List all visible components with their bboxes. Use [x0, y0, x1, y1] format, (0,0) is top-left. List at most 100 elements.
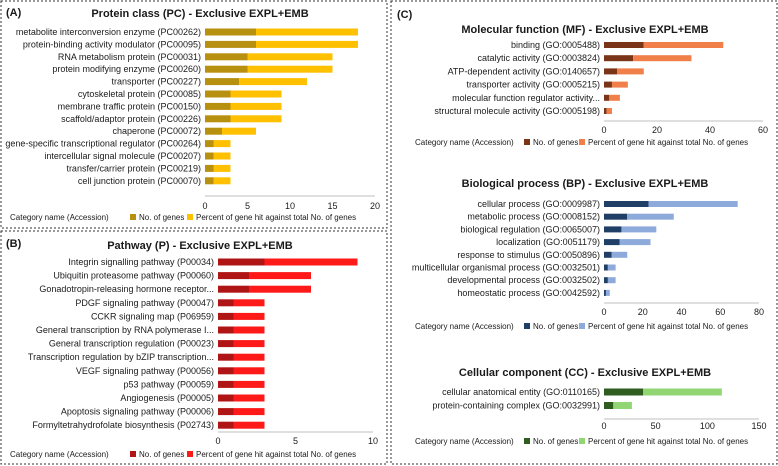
bp-bar-genes — [604, 277, 608, 284]
bp-category-label: multicellular organismal process (GO:003… — [412, 263, 600, 273]
mf-bar-percent — [609, 94, 620, 101]
mf-x-tick-label: 20 — [652, 125, 662, 135]
panel-c-frame — [390, 0, 778, 465]
cc-legend-label: Percent of gene hit against total No. of… — [588, 437, 748, 446]
cc-x-tick-label: 100 — [700, 421, 715, 431]
pc-bar-percent — [213, 152, 231, 160]
pathway-category-label: CCKR signaling map (P06959) — [91, 311, 214, 321]
pathway-bar-genes — [218, 408, 234, 416]
bp-category-label: developmental process (GO:0032502) — [447, 275, 600, 285]
mf-bar-genes — [604, 81, 612, 88]
mf-x-tick-label: 40 — [705, 125, 715, 135]
pc-category-label: RNA metabolism protein (PC00031) — [58, 52, 201, 62]
pathway-bar-genes — [218, 272, 249, 280]
bp-legend-swatch — [579, 323, 585, 329]
pc-category-label: protein-binding activity modulator (PC00… — [23, 39, 201, 49]
cc-legend-label: No. of genes — [533, 437, 578, 446]
pathway-chart-title: Pathway (P) - Exclusive EXPL+EMB — [107, 240, 293, 252]
mf-bar-percent — [611, 81, 628, 88]
pc-bar-percent — [230, 90, 282, 98]
pc-bar-percent — [239, 78, 307, 86]
bp-bar-percent — [607, 277, 616, 284]
mf-bar-genes — [604, 94, 610, 101]
pathway-bar-percent — [264, 258, 358, 266]
bp-bar-percent — [607, 264, 616, 271]
pathway-legend-swatch — [130, 451, 136, 457]
pc-chart-title: Protein class (PC) - Exclusive EXPL+EMB — [91, 8, 308, 20]
pathway-category-label: General transcription regulation (P00023… — [49, 339, 214, 349]
pc-bar-percent — [230, 102, 282, 110]
mf-legend-label: No. of genes — [533, 138, 578, 147]
bp-bar-genes — [604, 264, 608, 271]
pc-x-tick-label: 20 — [370, 201, 380, 211]
cc-legend-swatch — [524, 438, 530, 444]
pathway-bar-percent — [249, 285, 311, 293]
bp-bar-genes — [604, 213, 628, 220]
pathway-bar-percent — [233, 326, 265, 334]
cellular-component-chart: Cellular component (CC) - Exclusive EXPL… — [415, 367, 767, 446]
mf-legend-swatch — [524, 139, 530, 145]
cc-category-label: cellular anatomical entity (GO:0110165) — [442, 387, 600, 397]
bp-bar-percent — [621, 226, 657, 233]
mf-bar-percent — [643, 42, 724, 48]
pc-bar-genes — [205, 140, 214, 148]
pathway-category-label: p53 pathway (P00059) — [123, 379, 214, 389]
panel-b-label: (B) — [6, 238, 22, 250]
cc-legend-swatch — [579, 438, 585, 444]
pc-bar-genes — [205, 28, 256, 36]
pc-category-label: metabolite interconversion enzyme (PC002… — [16, 27, 201, 37]
bp-legend-swatch — [524, 323, 530, 329]
pc-bar-genes — [205, 40, 256, 48]
pc-legend-label: No. of genes — [139, 213, 184, 222]
bp-category-label: localization (GO:0051179) — [496, 237, 600, 247]
bp-x-tick-label: 20 — [638, 307, 648, 317]
pc-legend-swatch — [130, 214, 136, 220]
pc-bar-percent — [213, 164, 231, 172]
pathway-bar-genes — [218, 285, 249, 293]
pathway-category-label: Formyltetrahydrofolate biosynthesis (P02… — [32, 420, 214, 430]
bp-chart-title: Biological process (BP) - Exclusive EXPL… — [462, 178, 709, 190]
cc-category-label: protein-containing complex (GO:0032991) — [432, 401, 600, 411]
pathway-bar-percent — [249, 272, 311, 280]
pc-x-tick-label: 10 — [285, 201, 295, 211]
bp-legend-category-name: Category name (Accession) — [415, 322, 514, 331]
pc-category-label: scaffold/adaptor protein (PC00226) — [61, 114, 201, 124]
pc-bar-genes — [205, 127, 222, 135]
mf-category-label: transporter activity (GO:0005215) — [466, 80, 600, 90]
pathway-category-label: Integrin signalling pathway (P00034) — [68, 257, 214, 267]
pathway-bar-genes — [218, 312, 234, 320]
pathway-bar-genes — [218, 353, 234, 361]
pathway-x-tick-label: 0 — [215, 436, 220, 446]
pathway-bar-genes — [218, 421, 234, 429]
mf-category-label: catalytic activity (GO:0003824) — [477, 53, 600, 63]
bp-category-label: metabolic process (GO:0008152) — [467, 212, 600, 222]
pc-bar-genes — [205, 78, 239, 86]
pc-bar-genes — [205, 53, 248, 61]
pathway-category-label: General transcription by RNA polymerase … — [36, 325, 214, 335]
pathway-bar-percent — [233, 353, 265, 361]
mf-bar-percent — [633, 55, 692, 62]
pc-category-label: chaperone (PC00072) — [112, 126, 201, 136]
pathway-bar-percent — [233, 394, 265, 402]
pc-category-label: protein modifying enzyme (PC00260) — [52, 64, 201, 74]
cc-bar-genes — [604, 388, 644, 396]
pc-bar-percent — [213, 140, 231, 148]
pc-category-label: transporter (PC00227) — [111, 77, 201, 87]
panel-a-label: (A) — [6, 7, 22, 19]
mf-legend-label: Percent of gene hit against total No. of… — [588, 138, 748, 147]
pc-bar-genes — [205, 152, 214, 160]
pathway-bar-genes — [218, 394, 234, 402]
biological-process-chart: Biological process (BP) - Exclusive EXPL… — [412, 178, 764, 331]
mf-bar-genes — [604, 108, 607, 114]
pc-legend-swatch — [187, 214, 193, 220]
bp-bar-percent — [611, 251, 628, 258]
pathway-category-label: VEGF signaling pathway (P00056) — [76, 366, 214, 376]
cc-x-tick-label: 50 — [651, 421, 661, 431]
mf-category-label: ATP-dependent activity (GO:0140657) — [448, 66, 600, 76]
pathway-chart: Pathway (P) - Exclusive EXPL+EMB Integrin… — [10, 240, 378, 459]
pc-bar-percent — [247, 53, 333, 61]
mf-bar-genes — [604, 42, 644, 48]
pc-legend-category-name: Category name (Accession) — [10, 213, 109, 222]
pc-x-tick-label: 5 — [245, 201, 250, 211]
